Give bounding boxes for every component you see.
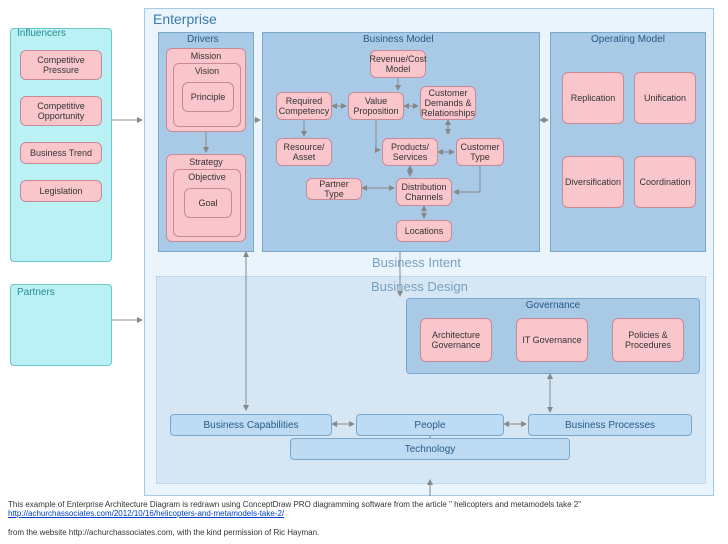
drivers-title: Drivers (187, 34, 219, 45)
technology-box: Technology (290, 438, 570, 460)
objective-box: Objective Goal (173, 169, 241, 237)
goal-box: Goal (184, 188, 232, 218)
diagram-canvas: Influencers Competitive Pressure Competi… (0, 0, 728, 544)
influencer-legislation: Legislation (20, 180, 102, 202)
strategy-box: Strategy Objective Goal (166, 154, 246, 242)
bm-revenue-cost: Revenue/Cost Model (370, 50, 426, 78)
bm-partner-type: Partner Type (306, 178, 362, 200)
gov-it: IT Governance (516, 318, 588, 362)
vision-label: Vision (174, 64, 240, 76)
bm-resource-asset: Resource/ Asset (276, 138, 332, 166)
governance-title: Governance (407, 300, 699, 311)
gov-policies: Policies & Procedures (612, 318, 684, 362)
business-intent-label: Business Intent (372, 255, 461, 270)
enterprise-title: Enterprise (153, 11, 217, 27)
om-coordination: Coordination (634, 156, 696, 208)
people-box: People (356, 414, 504, 436)
operating-model-title: Operating Model (591, 34, 665, 45)
principle-box: Principle (182, 82, 234, 112)
bm-distribution: Distribution Channels (396, 178, 452, 206)
vision-box: Vision Principle (173, 63, 241, 127)
influencer-business-trend: Business Trend (20, 142, 102, 164)
partners-title: Partners (17, 287, 55, 298)
influencer-competitive-opportunity: Competitive Opportunity (20, 96, 102, 126)
influencers-title: Influencers (17, 28, 66, 39)
strategy-label: Strategy (167, 155, 245, 167)
bm-required-competency: Required Competency (276, 92, 332, 120)
business-capabilities-box: Business Capabilities (170, 414, 332, 436)
business-processes-box: Business Processes (528, 414, 692, 436)
footnote-line1: This example of Enterprise Architecture … (8, 500, 720, 518)
bm-products-services: Products/ Services (382, 138, 438, 166)
mission-box: Mission Vision Principle (166, 48, 246, 132)
footnote-link[interactable]: http://achurchassociates.com/2012/10/16/… (8, 509, 284, 518)
business-design-label: Business Design (371, 279, 468, 294)
om-diversification: Diversification (562, 156, 624, 208)
bm-value-prop: Value Proposition (348, 92, 404, 120)
bm-locations: Locations (396, 220, 452, 242)
bm-customer-type: Customer Type (456, 138, 504, 166)
bm-customer-demands: Customer Demands & Relationships (420, 86, 476, 120)
influencer-competitive-pressure: Competitive Pressure (20, 50, 102, 80)
business-model-title: Business Model (363, 34, 434, 45)
om-unification: Unification (634, 72, 696, 124)
om-replication: Replication (562, 72, 624, 124)
partners-panel: Partners (10, 284, 112, 366)
footnote-line2: from the website http://achurchassociate… (8, 528, 319, 537)
footnote-text1: This example of Enterprise Architecture … (8, 500, 581, 509)
objective-label: Objective (174, 170, 240, 182)
mission-label: Mission (167, 49, 245, 61)
operating-model-panel: Operating Model (550, 32, 706, 252)
gov-architecture: Architecture Governance (420, 318, 492, 362)
